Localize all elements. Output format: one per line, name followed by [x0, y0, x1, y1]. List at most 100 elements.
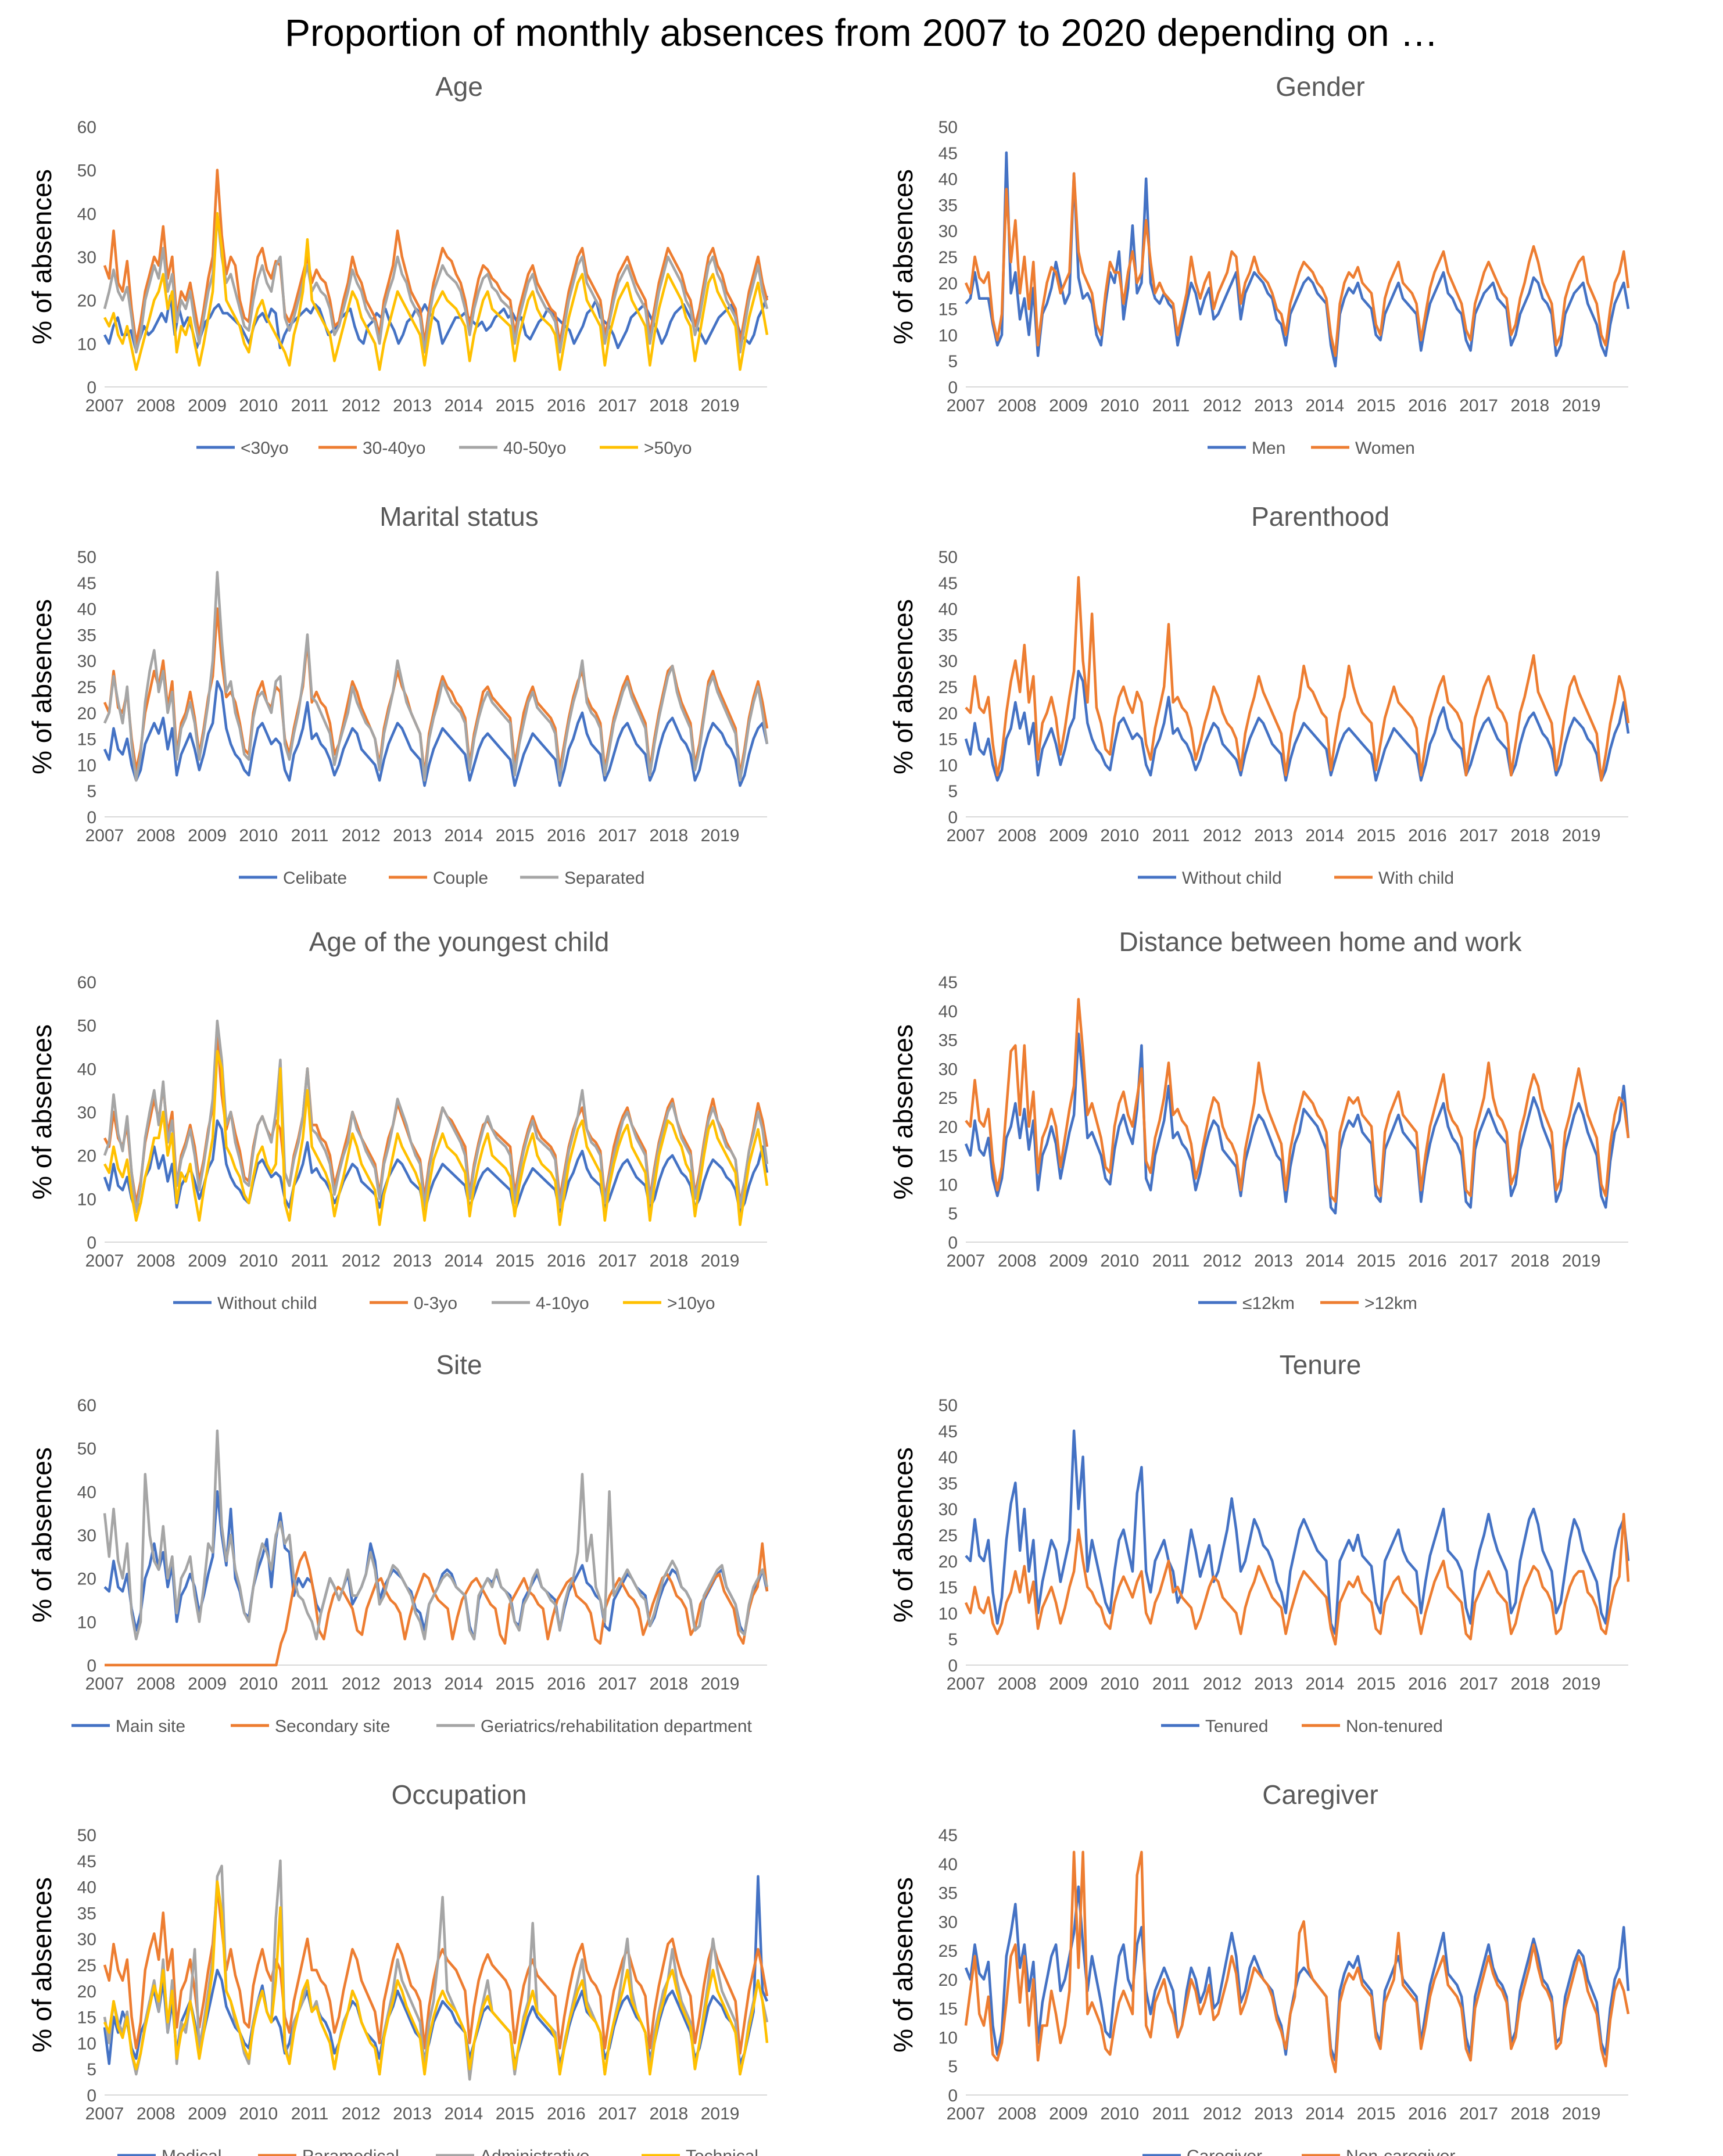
x-tick-label: 2009	[1049, 1674, 1088, 1694]
x-tick-label: 2015	[496, 2104, 535, 2123]
series-line-with-child	[965, 576, 1630, 782]
legend-label: Non-tenured	[1346, 1717, 1443, 1736]
y-tick-label: 0	[87, 1233, 96, 1253]
x-tick-label: 2016	[547, 1674, 586, 1694]
legend-label: Men	[1252, 439, 1285, 458]
y-tick-label: 30	[938, 1913, 958, 1932]
x-tick-label: 2007	[85, 826, 124, 845]
y-axis-label: % of absences	[27, 169, 57, 345]
y-tick-label: 0	[87, 1656, 96, 1676]
y-tick-label: 50	[77, 1826, 96, 1845]
legend: ≤12km >12km	[1198, 1294, 1417, 1313]
y-tick-label: 15	[938, 1579, 958, 1598]
y-tick-label: 0	[87, 378, 96, 397]
y-tick-label: 20	[77, 1570, 96, 1589]
y-tick-label: 15	[938, 730, 958, 749]
x-tick-label: 2011	[291, 1251, 329, 1271]
x-tick-label: 2017	[1459, 826, 1498, 845]
y-tick-label: 15	[938, 300, 958, 320]
x-tick-label: 2009	[1049, 1251, 1088, 1271]
legend-label: 4-10yo	[536, 1294, 589, 1313]
chart-title: Age of the youngest child	[309, 927, 610, 957]
x-tick-label: 2015	[1357, 1674, 1396, 1694]
y-tick-label: 45	[938, 1826, 958, 1845]
x-tick-label: 2007	[85, 1251, 124, 1271]
y-tick-label: 40	[938, 600, 958, 619]
x-tick-label: 2007	[947, 826, 986, 845]
legend-label: Women	[1355, 439, 1415, 458]
x-tick-label: 2017	[1459, 396, 1498, 415]
x-tick-label: 2009	[188, 1674, 227, 1694]
y-tick-label: 45	[938, 1422, 958, 1441]
chart-caregiver: Caregiver % of absences 0 5 10 15 20 25 30 35 40 45…	[888, 1780, 1630, 2156]
y-tick-label: 40	[77, 205, 96, 224]
y-tick-label: 20	[938, 704, 958, 723]
y-tick-label: 0	[948, 1656, 958, 1676]
legend-label: 0-3yo	[414, 1294, 457, 1313]
y-tick-label: 40	[77, 1060, 96, 1079]
x-tick-label: 2012	[342, 2104, 381, 2123]
series-line-without-child	[964, 669, 1630, 782]
legend-label: Non-caregiver	[1346, 2147, 1455, 2156]
y-tick-label: 50	[938, 548, 958, 567]
legend-label: >12km	[1364, 1294, 1417, 1313]
x-tick-label: 2012	[1203, 2104, 1242, 2123]
y-tick-label: 20	[77, 1147, 96, 1166]
chart-title: Site	[436, 1350, 482, 1380]
chart-age: Age % of absences 0 10 20 30 40 50 60 2007 2008 200…	[27, 71, 769, 458]
y-tick-label: 35	[938, 626, 958, 645]
x-tick-label: 2015	[496, 1251, 535, 1271]
page-title: Proportion of monthly absences from 2007…	[285, 11, 1438, 54]
x-tick-label: 2011	[291, 1674, 329, 1694]
x-tick-label: 2007	[85, 1674, 124, 1694]
x-tick-label: 2009	[188, 2104, 227, 2123]
x-tick-label: 2013	[1254, 826, 1293, 845]
x-tick-label: 2012	[342, 1674, 381, 1694]
series-line-geriatrics-rehabilitation-department	[103, 1429, 769, 1641]
x-tick-label: 2018	[1510, 2104, 1549, 2123]
y-axis-label: % of absences	[27, 1024, 57, 1200]
x-tick-label: 2010	[1100, 2104, 1139, 2123]
y-tick-label: 5	[948, 1630, 958, 1649]
series-line-10yo	[103, 1050, 769, 1226]
y-tick-label: 10	[77, 756, 96, 775]
x-tick-label: 2010	[239, 2104, 278, 2123]
x-tick-label: 2018	[1510, 396, 1549, 415]
series-line-celibate	[103, 680, 769, 787]
y-axis-label: % of absences	[888, 1877, 918, 2053]
y-tick-label: 30	[77, 1930, 96, 1949]
y-tick-label: 50	[938, 118, 958, 137]
x-tick-label: 2011	[1152, 396, 1190, 415]
x-tick-label: 2013	[1254, 1674, 1293, 1694]
x-tick-label: 2018	[1510, 1674, 1549, 1694]
y-tick-label: 15	[938, 2000, 958, 2019]
x-tick-label: 2014	[444, 2104, 483, 2123]
x-tick-label: 2019	[1562, 396, 1601, 415]
y-tick-label: 30	[938, 1500, 958, 1519]
legend: <30yo 30-40yo 40-50yo >50yo	[196, 439, 692, 458]
y-tick-label: 30	[77, 248, 96, 267]
y-tick-label: 10	[938, 1604, 958, 1623]
x-tick-label: 2013	[393, 1674, 432, 1694]
x-tick-label: 2008	[998, 2104, 1037, 2123]
x-tick-label: 2017	[598, 826, 637, 845]
x-tick-label: 2017	[598, 1251, 637, 1271]
y-tick-label: 25	[938, 1089, 958, 1108]
x-tick-label: 2013	[393, 1251, 432, 1271]
y-tick-label: 5	[87, 782, 96, 801]
x-tick-label: 2016	[547, 1251, 586, 1271]
x-tick-label: 2008	[137, 396, 175, 415]
y-tick-label: 35	[938, 196, 958, 215]
y-tick-label: 10	[938, 326, 958, 345]
chart-title: Age	[435, 71, 483, 102]
y-tick-label: 25	[77, 678, 96, 697]
legend-label: Caregiver	[1187, 2147, 1262, 2156]
y-tick-label: 0	[948, 2086, 958, 2105]
x-tick-label: 2011	[291, 2104, 329, 2123]
y-tick-label: 25	[77, 1956, 96, 1975]
y-tick-label: 5	[87, 2060, 96, 2079]
x-tick-label: 2015	[1357, 396, 1396, 415]
chart-site: Site % of absences 0 10 20 30 40 50 60 2007 2008 20…	[27, 1350, 769, 1736]
series-line-non-caregiver	[964, 1850, 1630, 2074]
chart-title: Parenthood	[1251, 501, 1389, 532]
